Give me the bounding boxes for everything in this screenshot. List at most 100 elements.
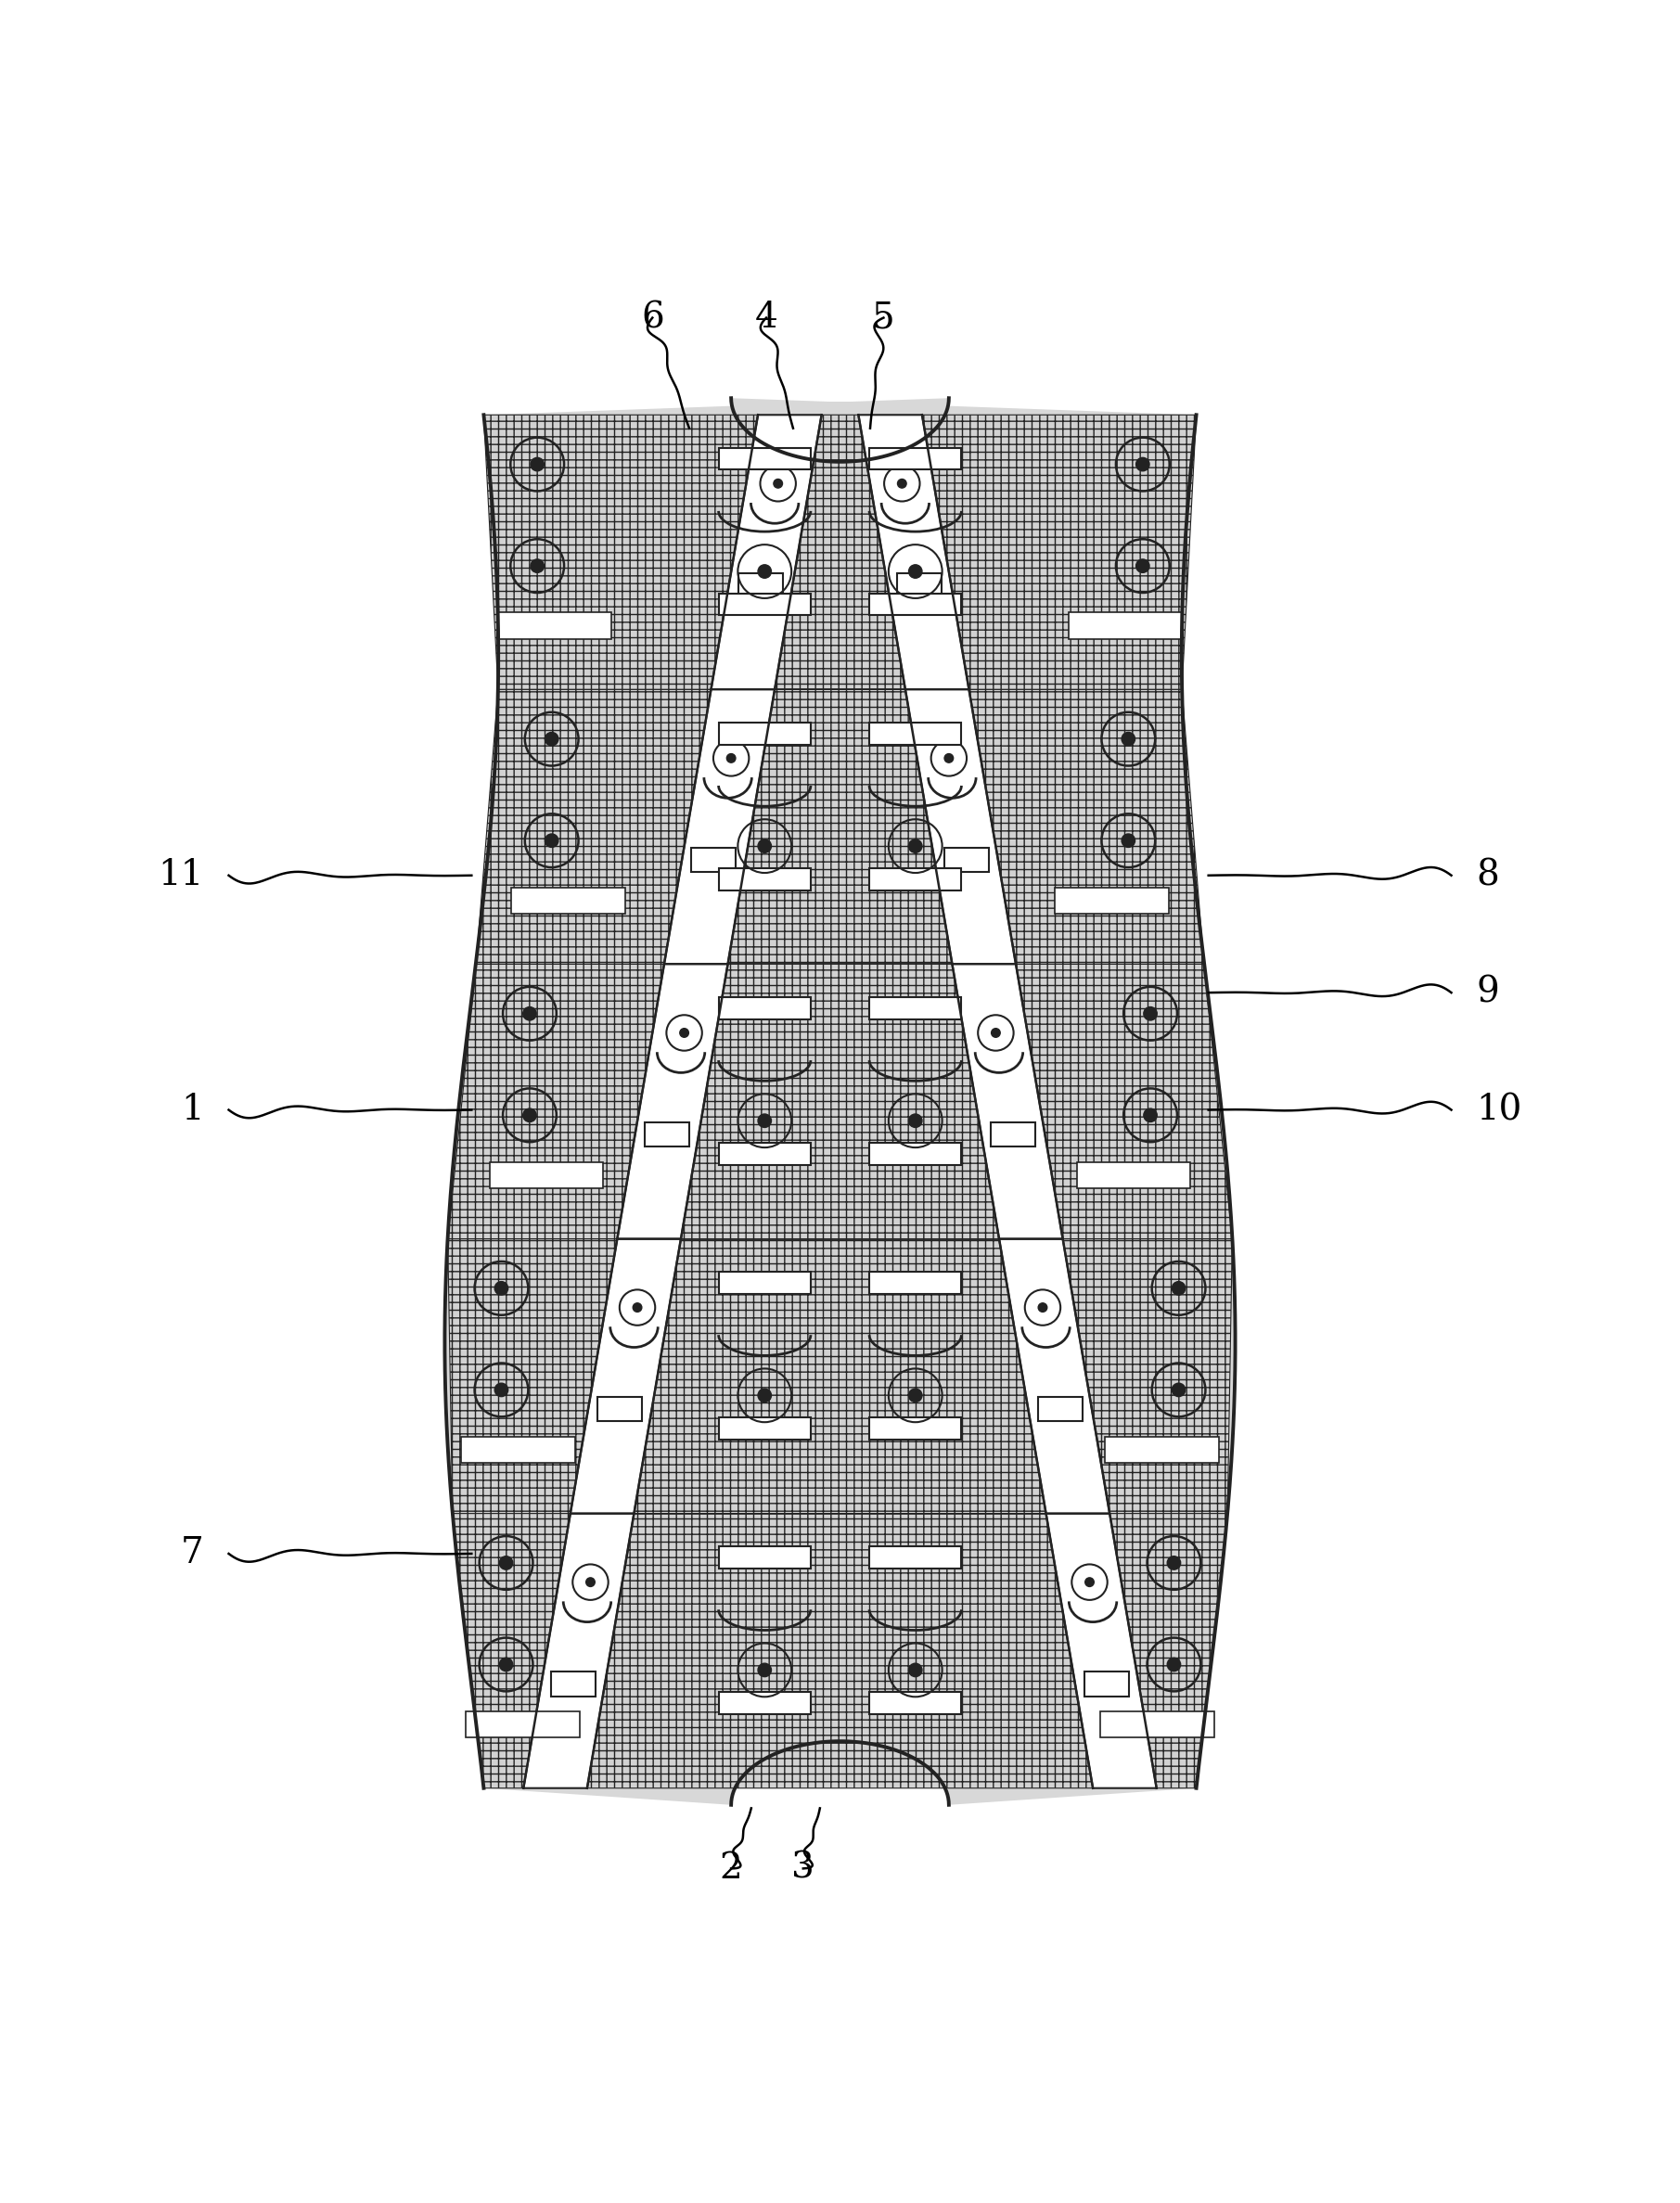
Polygon shape: [1016, 965, 1231, 1238]
Polygon shape: [452, 1513, 570, 1789]
Circle shape: [522, 1108, 536, 1121]
Bar: [1068, 612, 1183, 639]
Text: 8: 8: [1477, 859, 1500, 892]
Circle shape: [1136, 458, 1149, 471]
Polygon shape: [680, 965, 1000, 1238]
Bar: [719, 998, 811, 1020]
Circle shape: [1085, 1577, 1094, 1586]
Circle shape: [909, 564, 922, 577]
Circle shape: [1144, 1007, 1158, 1020]
Text: 7: 7: [180, 1535, 203, 1571]
Polygon shape: [484, 414, 758, 690]
Circle shape: [586, 1577, 595, 1586]
Circle shape: [499, 1555, 512, 1569]
Bar: [869, 1143, 961, 1165]
Polygon shape: [1063, 1238, 1231, 1513]
Bar: [465, 1712, 580, 1738]
Polygon shape: [524, 1513, 633, 1789]
Text: 2: 2: [719, 1851, 743, 1886]
Circle shape: [991, 1029, 1000, 1038]
Polygon shape: [906, 690, 1016, 965]
Circle shape: [758, 1663, 771, 1676]
Bar: [719, 1143, 811, 1165]
Circle shape: [1173, 1383, 1186, 1397]
Bar: [719, 1417, 811, 1439]
Bar: [551, 1672, 595, 1696]
Polygon shape: [1047, 1513, 1156, 1789]
Circle shape: [758, 1388, 771, 1401]
Bar: [869, 1547, 961, 1569]
Circle shape: [1168, 1555, 1181, 1569]
Bar: [1100, 1712, 1215, 1738]
Circle shape: [909, 839, 922, 853]
Circle shape: [531, 458, 544, 471]
Polygon shape: [711, 414, 822, 690]
Bar: [869, 447, 961, 469]
Circle shape: [944, 753, 953, 762]
Polygon shape: [774, 414, 906, 690]
Bar: [991, 1121, 1035, 1148]
Bar: [869, 723, 961, 745]
Bar: [719, 1547, 811, 1569]
Polygon shape: [449, 965, 664, 1238]
Bar: [719, 1692, 811, 1714]
Polygon shape: [445, 399, 1235, 1804]
Polygon shape: [953, 965, 1063, 1238]
Bar: [869, 1417, 961, 1439]
Text: 3: 3: [791, 1851, 815, 1886]
Bar: [719, 447, 811, 469]
Polygon shape: [449, 1238, 617, 1513]
Circle shape: [1122, 835, 1136, 848]
Circle shape: [909, 1388, 922, 1401]
Polygon shape: [570, 1238, 680, 1513]
Polygon shape: [633, 1238, 1047, 1513]
Text: 10: 10: [1477, 1093, 1522, 1128]
Circle shape: [499, 1659, 512, 1672]
Circle shape: [758, 564, 771, 577]
Bar: [944, 848, 988, 872]
Bar: [1055, 888, 1169, 914]
Bar: [1105, 1436, 1220, 1463]
Bar: [497, 612, 612, 639]
Bar: [719, 593, 811, 615]
Circle shape: [680, 1029, 689, 1038]
Polygon shape: [727, 690, 953, 965]
Circle shape: [1122, 731, 1136, 745]
Bar: [869, 868, 961, 890]
Text: 6: 6: [642, 300, 664, 335]
Circle shape: [909, 1115, 922, 1128]
Polygon shape: [586, 1513, 1094, 1789]
Bar: [719, 868, 811, 890]
Bar: [1077, 1161, 1191, 1187]
Bar: [869, 1271, 961, 1293]
Bar: [1038, 1397, 1082, 1421]
Circle shape: [909, 1663, 922, 1676]
Circle shape: [1168, 1659, 1181, 1672]
Circle shape: [897, 478, 907, 489]
Polygon shape: [858, 414, 969, 690]
Circle shape: [758, 1115, 771, 1128]
Circle shape: [758, 839, 771, 853]
Bar: [692, 848, 736, 872]
Bar: [869, 593, 961, 615]
Bar: [719, 1271, 811, 1293]
Bar: [719, 723, 811, 745]
Bar: [598, 1397, 642, 1421]
Circle shape: [522, 1007, 536, 1020]
Bar: [645, 1121, 689, 1148]
Circle shape: [727, 753, 736, 762]
Polygon shape: [1000, 1238, 1110, 1513]
Circle shape: [494, 1383, 507, 1397]
Text: 4: 4: [754, 300, 778, 335]
Polygon shape: [1110, 1513, 1228, 1789]
Polygon shape: [475, 690, 711, 965]
Text: 5: 5: [872, 300, 895, 335]
Bar: [739, 573, 783, 597]
Circle shape: [1144, 1108, 1158, 1121]
Bar: [489, 1161, 603, 1187]
Polygon shape: [664, 690, 774, 965]
Bar: [869, 1692, 961, 1714]
Bar: [511, 888, 625, 914]
Bar: [1085, 1672, 1129, 1696]
Bar: [869, 998, 961, 1020]
